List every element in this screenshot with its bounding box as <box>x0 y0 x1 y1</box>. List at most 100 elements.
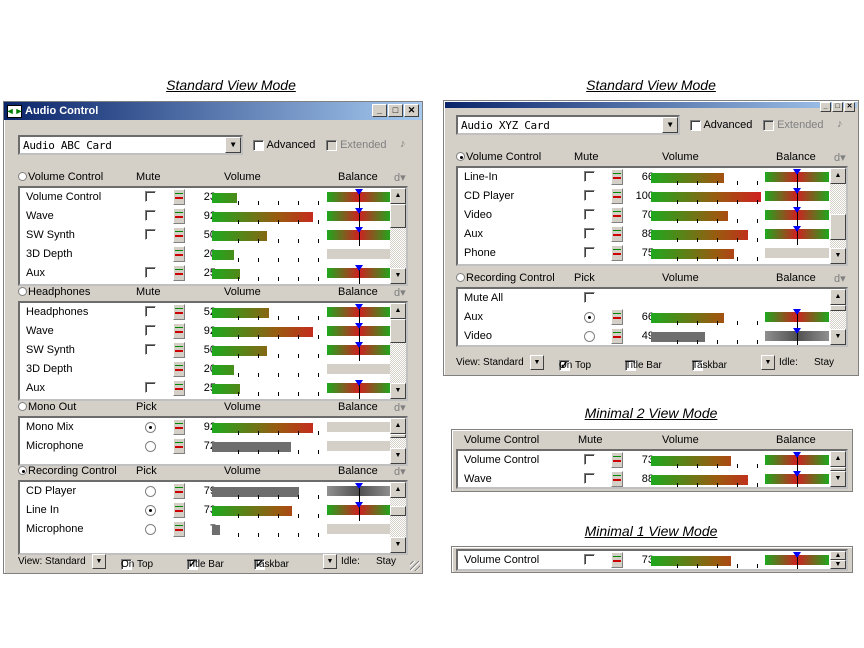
idle-dropdown[interactable]: ▼ <box>761 355 775 370</box>
balance-bar[interactable] <box>327 227 391 246</box>
volume-bar[interactable] <box>651 456 731 466</box>
volume-bar[interactable] <box>212 346 267 356</box>
balance-bar[interactable] <box>327 265 391 284</box>
balance-bar[interactable] <box>327 304 391 323</box>
volume-bar[interactable] <box>212 487 299 497</box>
pick-radio[interactable] <box>145 486 156 497</box>
balance-bar[interactable] <box>765 169 829 188</box>
section-menu-icon[interactable]: d▾ <box>394 172 406 184</box>
mute-checkbox[interactable] <box>584 228 595 239</box>
vertical-scrollbar[interactable]: ▲ ▼ <box>830 451 846 487</box>
vertical-scrollbar[interactable]: ▲ ▼ <box>390 188 406 284</box>
resize-grip[interactable] <box>410 561 420 571</box>
section-menu-icon[interactable]: d▾ <box>834 273 846 285</box>
pick-radio[interactable] <box>145 441 156 452</box>
mute-checkbox[interactable] <box>145 191 156 202</box>
mute-checkbox[interactable] <box>145 267 156 278</box>
volume-bar[interactable] <box>212 308 269 318</box>
view-dropdown[interactable]: ▼ <box>92 554 106 569</box>
pick-radio[interactable] <box>584 331 595 342</box>
section-menu-icon[interactable]: d▾ <box>834 152 846 164</box>
balance-bar[interactable] <box>765 309 829 328</box>
volume-step-button[interactable] <box>173 380 185 396</box>
balance-bar[interactable] <box>765 471 829 487</box>
balance-bar[interactable] <box>327 422 391 432</box>
section-menu-icon[interactable]: d▾ <box>394 287 406 299</box>
view-dropdown[interactable]: ▼ <box>530 355 544 370</box>
mute-checkbox[interactable] <box>584 247 595 258</box>
section-select-radio[interactable] <box>456 273 465 282</box>
scroll-up-arrow-icon[interactable]: ▲ <box>390 303 406 319</box>
volume-bar[interactable] <box>212 525 220 535</box>
mute-checkbox[interactable] <box>584 209 595 220</box>
volume-bar[interactable] <box>212 506 292 516</box>
section-menu-icon[interactable]: d▾ <box>394 402 406 414</box>
balance-bar[interactable] <box>327 483 391 502</box>
close-button[interactable]: ✕ <box>844 102 855 112</box>
volume-step-button[interactable] <box>173 521 185 537</box>
scroll-down-arrow-icon[interactable]: ▼ <box>390 268 406 284</box>
volume-step-button[interactable] <box>173 323 185 339</box>
scroll-thumb[interactable] <box>390 506 406 516</box>
balance-bar[interactable] <box>765 552 829 569</box>
volume-bar[interactable] <box>212 212 313 222</box>
scroll-thumb[interactable] <box>830 305 846 311</box>
balance-bar[interactable] <box>327 364 391 374</box>
balance-bar[interactable] <box>765 328 829 345</box>
volume-step-button[interactable] <box>611 309 623 325</box>
section-select-radio[interactable] <box>456 152 465 161</box>
volume-bar[interactable] <box>651 211 728 221</box>
volume-step-button[interactable] <box>611 188 623 204</box>
volume-step-button[interactable] <box>173 189 185 205</box>
volume-bar[interactable] <box>651 556 731 566</box>
volume-step-button[interactable] <box>173 208 185 224</box>
close-button[interactable]: ✕ <box>404 104 419 117</box>
volume-step-button[interactable] <box>611 207 623 223</box>
volume-bar[interactable] <box>651 313 724 323</box>
pick-radio[interactable] <box>145 505 156 516</box>
device-select[interactable]: Audio ABC Card ▼ <box>18 135 243 155</box>
volume-step-button[interactable] <box>173 438 185 454</box>
scroll-up-arrow-icon[interactable]: ▲ <box>830 451 846 467</box>
mute-checkbox[interactable] <box>584 190 595 201</box>
device-select[interactable]: Audio XYZ Card ▼ <box>456 115 680 135</box>
balance-bar[interactable] <box>765 226 829 245</box>
scroll-down-arrow-icon[interactable]: ▼ <box>830 248 846 264</box>
volume-step-button[interactable] <box>173 483 185 499</box>
volume-step-button[interactable] <box>173 265 185 281</box>
pick-radio[interactable] <box>145 524 156 535</box>
vertical-scrollbar[interactable]: ▲ ▼ <box>390 418 406 464</box>
scroll-down-arrow-icon[interactable]: ▼ <box>830 329 846 345</box>
volume-step-button[interactable] <box>173 361 185 377</box>
idle-dropdown[interactable]: ▼ <box>323 554 337 569</box>
mute-checkbox[interactable] <box>584 554 595 565</box>
mute-checkbox[interactable] <box>584 292 595 303</box>
volume-bar[interactable] <box>212 269 240 279</box>
vertical-scrollbar[interactable]: ▲ ▼ <box>830 289 846 345</box>
balance-bar[interactable] <box>327 189 391 208</box>
scroll-thumb[interactable] <box>390 204 406 228</box>
volume-step-button[interactable] <box>611 552 623 568</box>
scroll-thumb[interactable] <box>390 319 406 343</box>
scroll-down-arrow-icon[interactable]: ▼ <box>390 448 406 464</box>
section-select-radio[interactable] <box>18 466 27 475</box>
scroll-down-arrow-icon[interactable]: ▼ <box>390 537 406 553</box>
maximize-button[interactable]: □ <box>388 104 403 117</box>
maximize-button[interactable]: □ <box>832 102 843 112</box>
balance-bar[interactable] <box>765 452 829 471</box>
vertical-scrollbar[interactable]: ▲ ▼ <box>390 482 406 553</box>
volume-bar[interactable] <box>212 423 313 433</box>
title-bar[interactable]: ◄► Audio Control _ □ ✕ <box>4 102 422 120</box>
mute-checkbox[interactable] <box>145 229 156 240</box>
mute-checkbox[interactable] <box>145 382 156 393</box>
balance-bar[interactable] <box>327 524 391 534</box>
mute-checkbox[interactable] <box>145 306 156 317</box>
volume-step-button[interactable] <box>611 328 623 344</box>
volume-step-button[interactable] <box>611 245 623 261</box>
balance-bar[interactable] <box>327 441 391 451</box>
scroll-thumb[interactable] <box>830 467 846 471</box>
volume-bar[interactable] <box>651 249 734 259</box>
scroll-up-arrow-icon[interactable]: ▲ <box>830 289 846 305</box>
mute-checkbox[interactable] <box>145 325 156 336</box>
volume-bar[interactable] <box>651 475 748 485</box>
